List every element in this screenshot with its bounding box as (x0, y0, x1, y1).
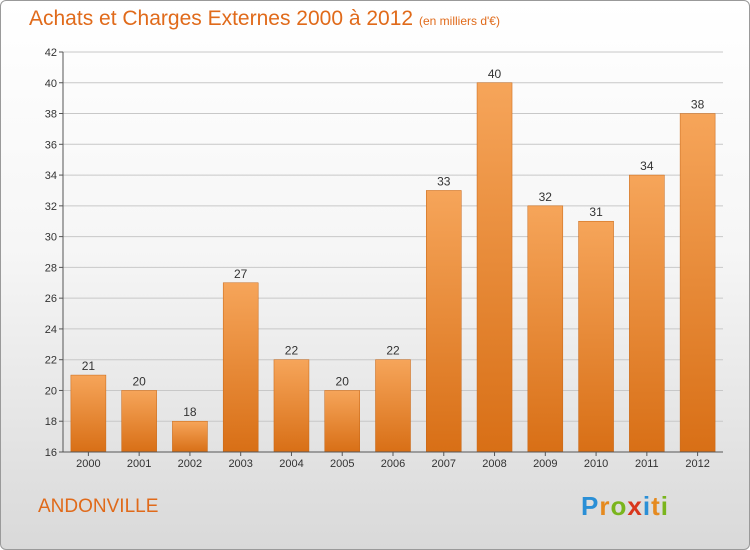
y-tick-label: 18 (45, 416, 57, 428)
bar (273, 359, 310, 453)
bar (121, 390, 157, 453)
commune-name: ANDONVILLE (38, 496, 159, 517)
data-label: 21 (82, 359, 96, 373)
data-label: 40 (488, 67, 502, 81)
bar (629, 174, 665, 453)
x-tick-label: 2009 (533, 458, 557, 470)
logo-letter: o (610, 491, 628, 521)
bar (578, 220, 614, 453)
bar (70, 374, 107, 453)
x-tick-label: 2012 (685, 458, 709, 470)
bar (527, 205, 564, 453)
bar (375, 359, 411, 453)
logo-letter: x (627, 491, 643, 521)
y-tick-label: 20 (45, 385, 57, 397)
data-label: 22 (386, 344, 400, 358)
data-label: 20 (336, 374, 350, 388)
y-tick-label: 30 (45, 232, 57, 244)
y-tick-label: 26 (45, 293, 57, 305)
data-label: 33 (437, 174, 451, 188)
data-label: 31 (589, 205, 603, 219)
x-tick-label: 2003 (228, 458, 252, 470)
logo-letter: r (599, 491, 611, 521)
bar (222, 282, 259, 453)
x-tick-label: 2011 (635, 458, 659, 470)
x-tick-label: 2004 (279, 458, 303, 470)
data-label: 38 (691, 98, 705, 112)
x-tick-label: 2010 (584, 458, 608, 470)
y-tick-label: 42 (45, 47, 57, 59)
data-label: 34 (640, 159, 654, 173)
x-tick-label: 2002 (178, 458, 202, 470)
logo-letter: P (581, 491, 600, 521)
x-tick-label: 2005 (330, 458, 354, 470)
x-tick-label: 2001 (127, 458, 151, 470)
y-tick-label: 38 (45, 109, 57, 121)
x-tick-label: 2006 (381, 458, 405, 470)
data-label: 18 (183, 405, 197, 419)
y-tick-label: 28 (45, 262, 57, 274)
y-tick-label: 24 (45, 324, 57, 336)
bar (476, 82, 513, 453)
y-tick-label: 22 (45, 355, 57, 367)
data-label: 22 (285, 344, 299, 358)
bar (679, 113, 716, 453)
data-label: 27 (234, 267, 248, 281)
data-label: 32 (539, 190, 553, 204)
y-tick-label: 32 (45, 201, 57, 213)
bar (172, 420, 208, 453)
proxiti-logo: Proxiti (581, 491, 669, 522)
chart-title: Achats et Charges Externes 2000 à 2012 (29, 7, 414, 30)
y-tick-label: 40 (45, 78, 57, 90)
bar (324, 390, 360, 453)
y-tick-label: 36 (45, 139, 57, 151)
x-tick-label: 2008 (482, 458, 506, 470)
logo-letter: t (651, 491, 661, 521)
y-tick-label: 16 (45, 447, 57, 459)
bar (426, 190, 462, 453)
y-tick-label: 34 (45, 170, 57, 182)
logo-letter: i (642, 491, 652, 521)
unit-note: (en milliers d'€) (419, 14, 500, 28)
x-tick-label: 2007 (432, 458, 456, 470)
logo-letter: i (660, 491, 669, 521)
data-label: 20 (132, 374, 146, 388)
x-tick-label: 2000 (76, 458, 100, 470)
